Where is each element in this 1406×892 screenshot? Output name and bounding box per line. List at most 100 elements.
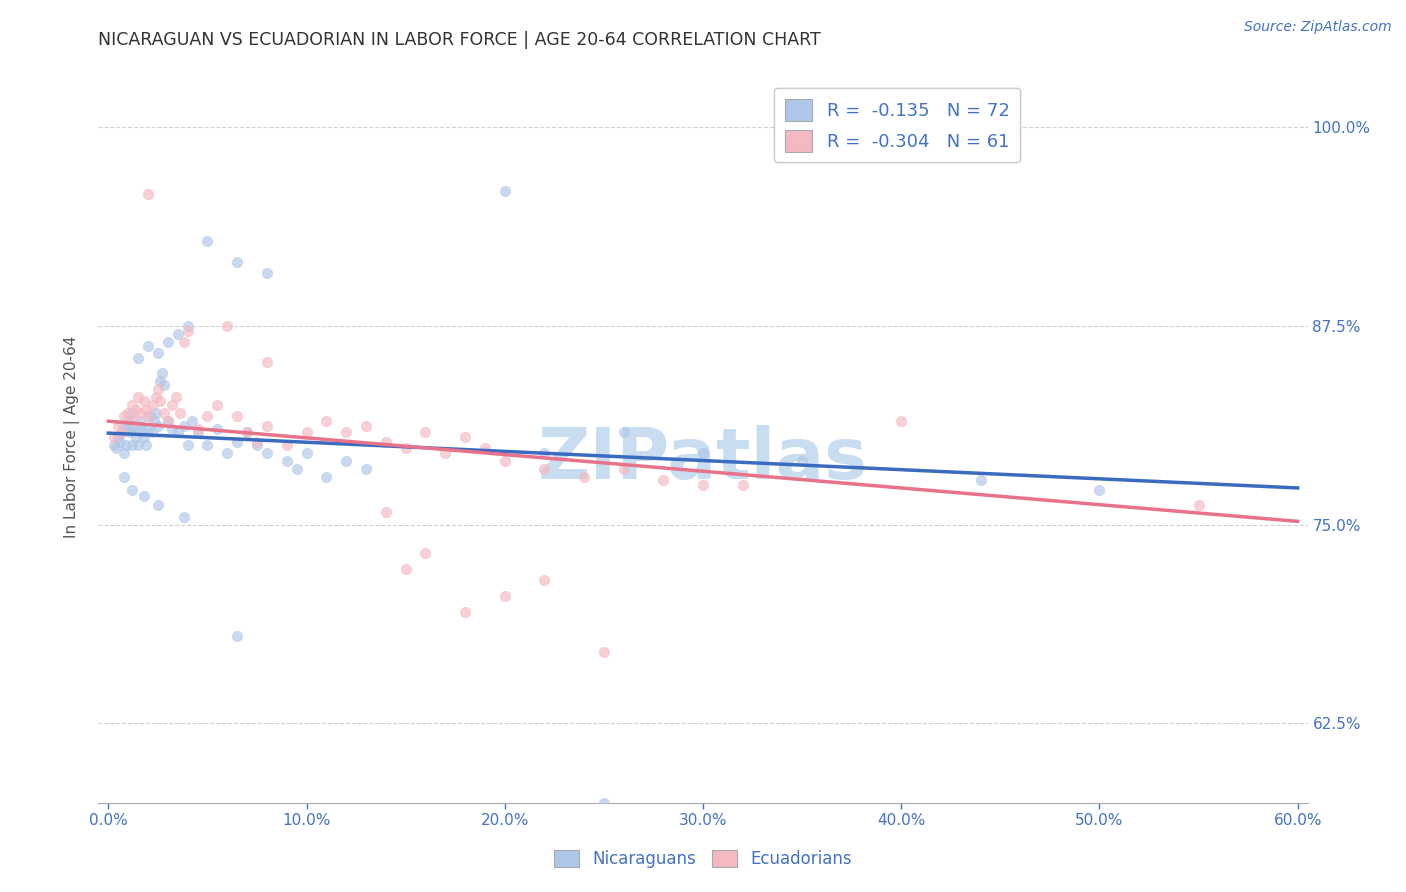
Point <box>692 477 714 491</box>
Point <box>197 235 219 249</box>
Point <box>135 438 157 452</box>
Point <box>149 375 172 389</box>
Point <box>692 446 714 460</box>
Point <box>335 454 357 468</box>
Point <box>295 425 318 440</box>
Point <box>122 419 145 434</box>
Point <box>533 573 555 587</box>
Point <box>217 318 239 333</box>
Point <box>107 430 129 444</box>
Point <box>111 425 134 440</box>
Point <box>256 355 278 369</box>
Point <box>173 509 195 524</box>
Point <box>127 438 149 452</box>
Point <box>176 318 198 333</box>
Point <box>132 430 155 444</box>
Point <box>790 454 813 468</box>
Point <box>105 441 128 455</box>
Point <box>374 434 396 449</box>
Point <box>153 406 176 420</box>
Point <box>176 438 198 452</box>
Point <box>156 334 179 349</box>
Point <box>127 351 149 365</box>
Point <box>136 422 159 436</box>
Point <box>122 414 145 428</box>
Point <box>731 477 754 491</box>
Point <box>142 414 165 428</box>
Point <box>207 398 229 412</box>
Point <box>145 406 167 420</box>
Point <box>146 419 169 434</box>
Point <box>236 425 259 440</box>
Point <box>454 605 477 619</box>
Point <box>103 430 125 444</box>
Point <box>153 377 176 392</box>
Point <box>107 419 129 434</box>
Point <box>246 438 269 452</box>
Point <box>197 409 219 424</box>
Point <box>295 446 318 460</box>
Text: Source: ZipAtlas.com: Source: ZipAtlas.com <box>1244 20 1392 34</box>
Point <box>494 454 516 468</box>
Point <box>165 390 187 404</box>
Point <box>969 473 991 487</box>
Point <box>236 425 259 440</box>
Point <box>141 398 163 412</box>
Point <box>374 505 396 519</box>
Point <box>146 346 169 360</box>
Point <box>315 414 337 428</box>
Point <box>136 409 159 424</box>
Point <box>127 390 149 404</box>
Point <box>135 403 157 417</box>
Point <box>132 393 155 408</box>
Y-axis label: In Labor Force | Age 20-64: In Labor Force | Age 20-64 <box>63 336 80 538</box>
Point <box>186 425 208 440</box>
Point <box>217 446 239 460</box>
Point <box>111 425 134 440</box>
Point <box>494 184 516 198</box>
Point <box>652 473 675 487</box>
Point <box>1187 499 1209 513</box>
Point <box>141 425 163 440</box>
Point <box>226 255 249 269</box>
Point <box>136 339 159 353</box>
Point <box>494 589 516 603</box>
Legend: R =  -0.135   N = 72, R =  -0.304   N = 61: R = -0.135 N = 72, R = -0.304 N = 61 <box>775 87 1021 162</box>
Point <box>197 438 219 452</box>
Point <box>117 414 139 428</box>
Point <box>121 438 143 452</box>
Point <box>103 438 125 452</box>
Point <box>127 422 149 436</box>
Point <box>156 414 179 428</box>
Point <box>125 430 148 444</box>
Point <box>112 446 135 460</box>
Point <box>256 446 278 460</box>
Point <box>226 409 249 424</box>
Point <box>121 483 143 497</box>
Text: NICARAGUAN VS ECUADORIAN IN LABOR FORCE | AGE 20-64 CORRELATION CHART: NICARAGUAN VS ECUADORIAN IN LABOR FORCE … <box>98 31 821 49</box>
Point <box>115 438 138 452</box>
Point <box>335 425 357 440</box>
Point <box>139 409 162 424</box>
Point <box>169 406 191 420</box>
Point <box>117 422 139 436</box>
Point <box>276 438 298 452</box>
Point <box>121 406 143 420</box>
Point <box>129 406 152 420</box>
Point <box>146 383 169 397</box>
Point <box>613 425 636 440</box>
Point <box>186 422 208 436</box>
Point <box>160 422 183 436</box>
Point <box>613 462 636 476</box>
Point <box>166 425 188 440</box>
Point <box>173 419 195 434</box>
Point <box>149 393 172 408</box>
Point <box>173 334 195 349</box>
Point <box>180 414 202 428</box>
Point <box>150 367 173 381</box>
Point <box>112 419 135 434</box>
Point <box>434 446 457 460</box>
Point <box>285 462 308 476</box>
Point <box>110 434 132 449</box>
Point <box>246 434 269 449</box>
